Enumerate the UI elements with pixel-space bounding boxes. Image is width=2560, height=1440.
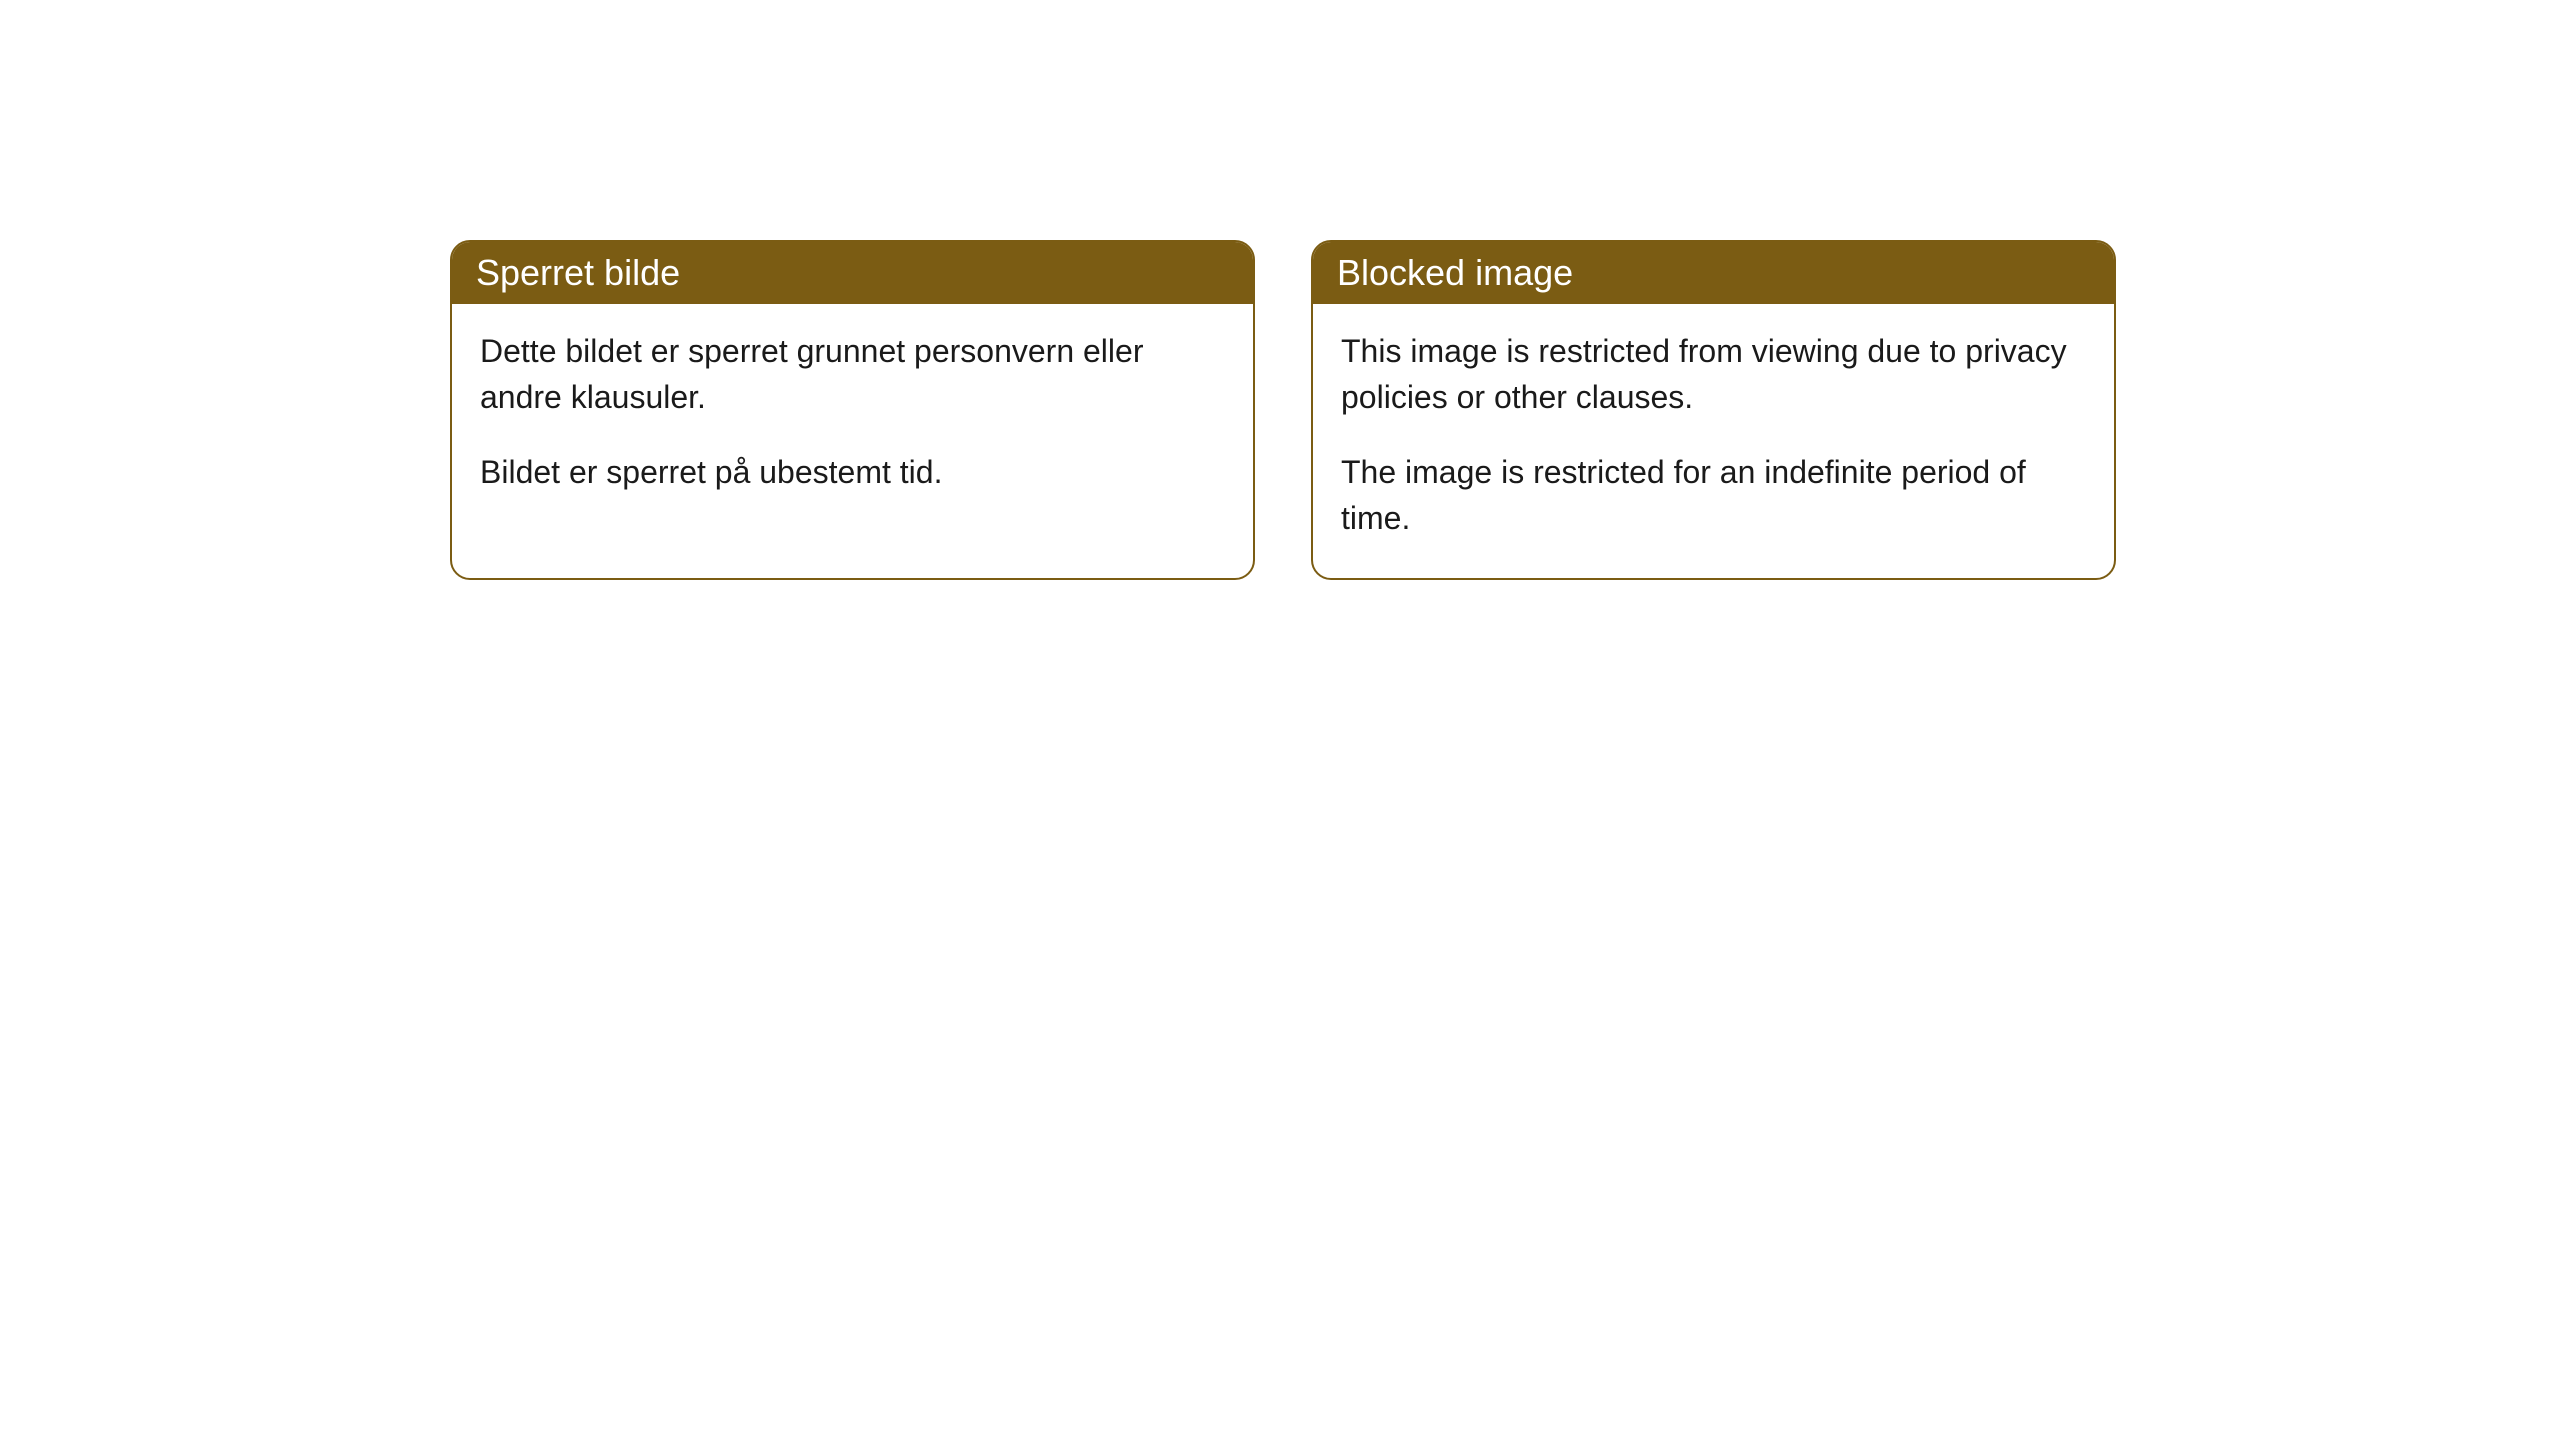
card-title: Sperret bilde (476, 252, 680, 293)
notice-card-english: Blocked image This image is restricted f… (1311, 240, 2116, 580)
card-body: Dette bildet er sperret grunnet personve… (452, 304, 1253, 531)
card-paragraph: Dette bildet er sperret grunnet personve… (480, 328, 1225, 421)
card-body: This image is restricted from viewing du… (1313, 304, 2114, 578)
card-paragraph: The image is restricted for an indefinit… (1341, 449, 2086, 542)
notice-card-norwegian: Sperret bilde Dette bildet er sperret gr… (450, 240, 1255, 580)
card-header: Sperret bilde (452, 242, 1253, 304)
notice-cards-container: Sperret bilde Dette bildet er sperret gr… (450, 240, 2560, 580)
card-paragraph: Bildet er sperret på ubestemt tid. (480, 449, 1225, 495)
card-header: Blocked image (1313, 242, 2114, 304)
card-title: Blocked image (1337, 252, 1573, 293)
card-paragraph: This image is restricted from viewing du… (1341, 328, 2086, 421)
